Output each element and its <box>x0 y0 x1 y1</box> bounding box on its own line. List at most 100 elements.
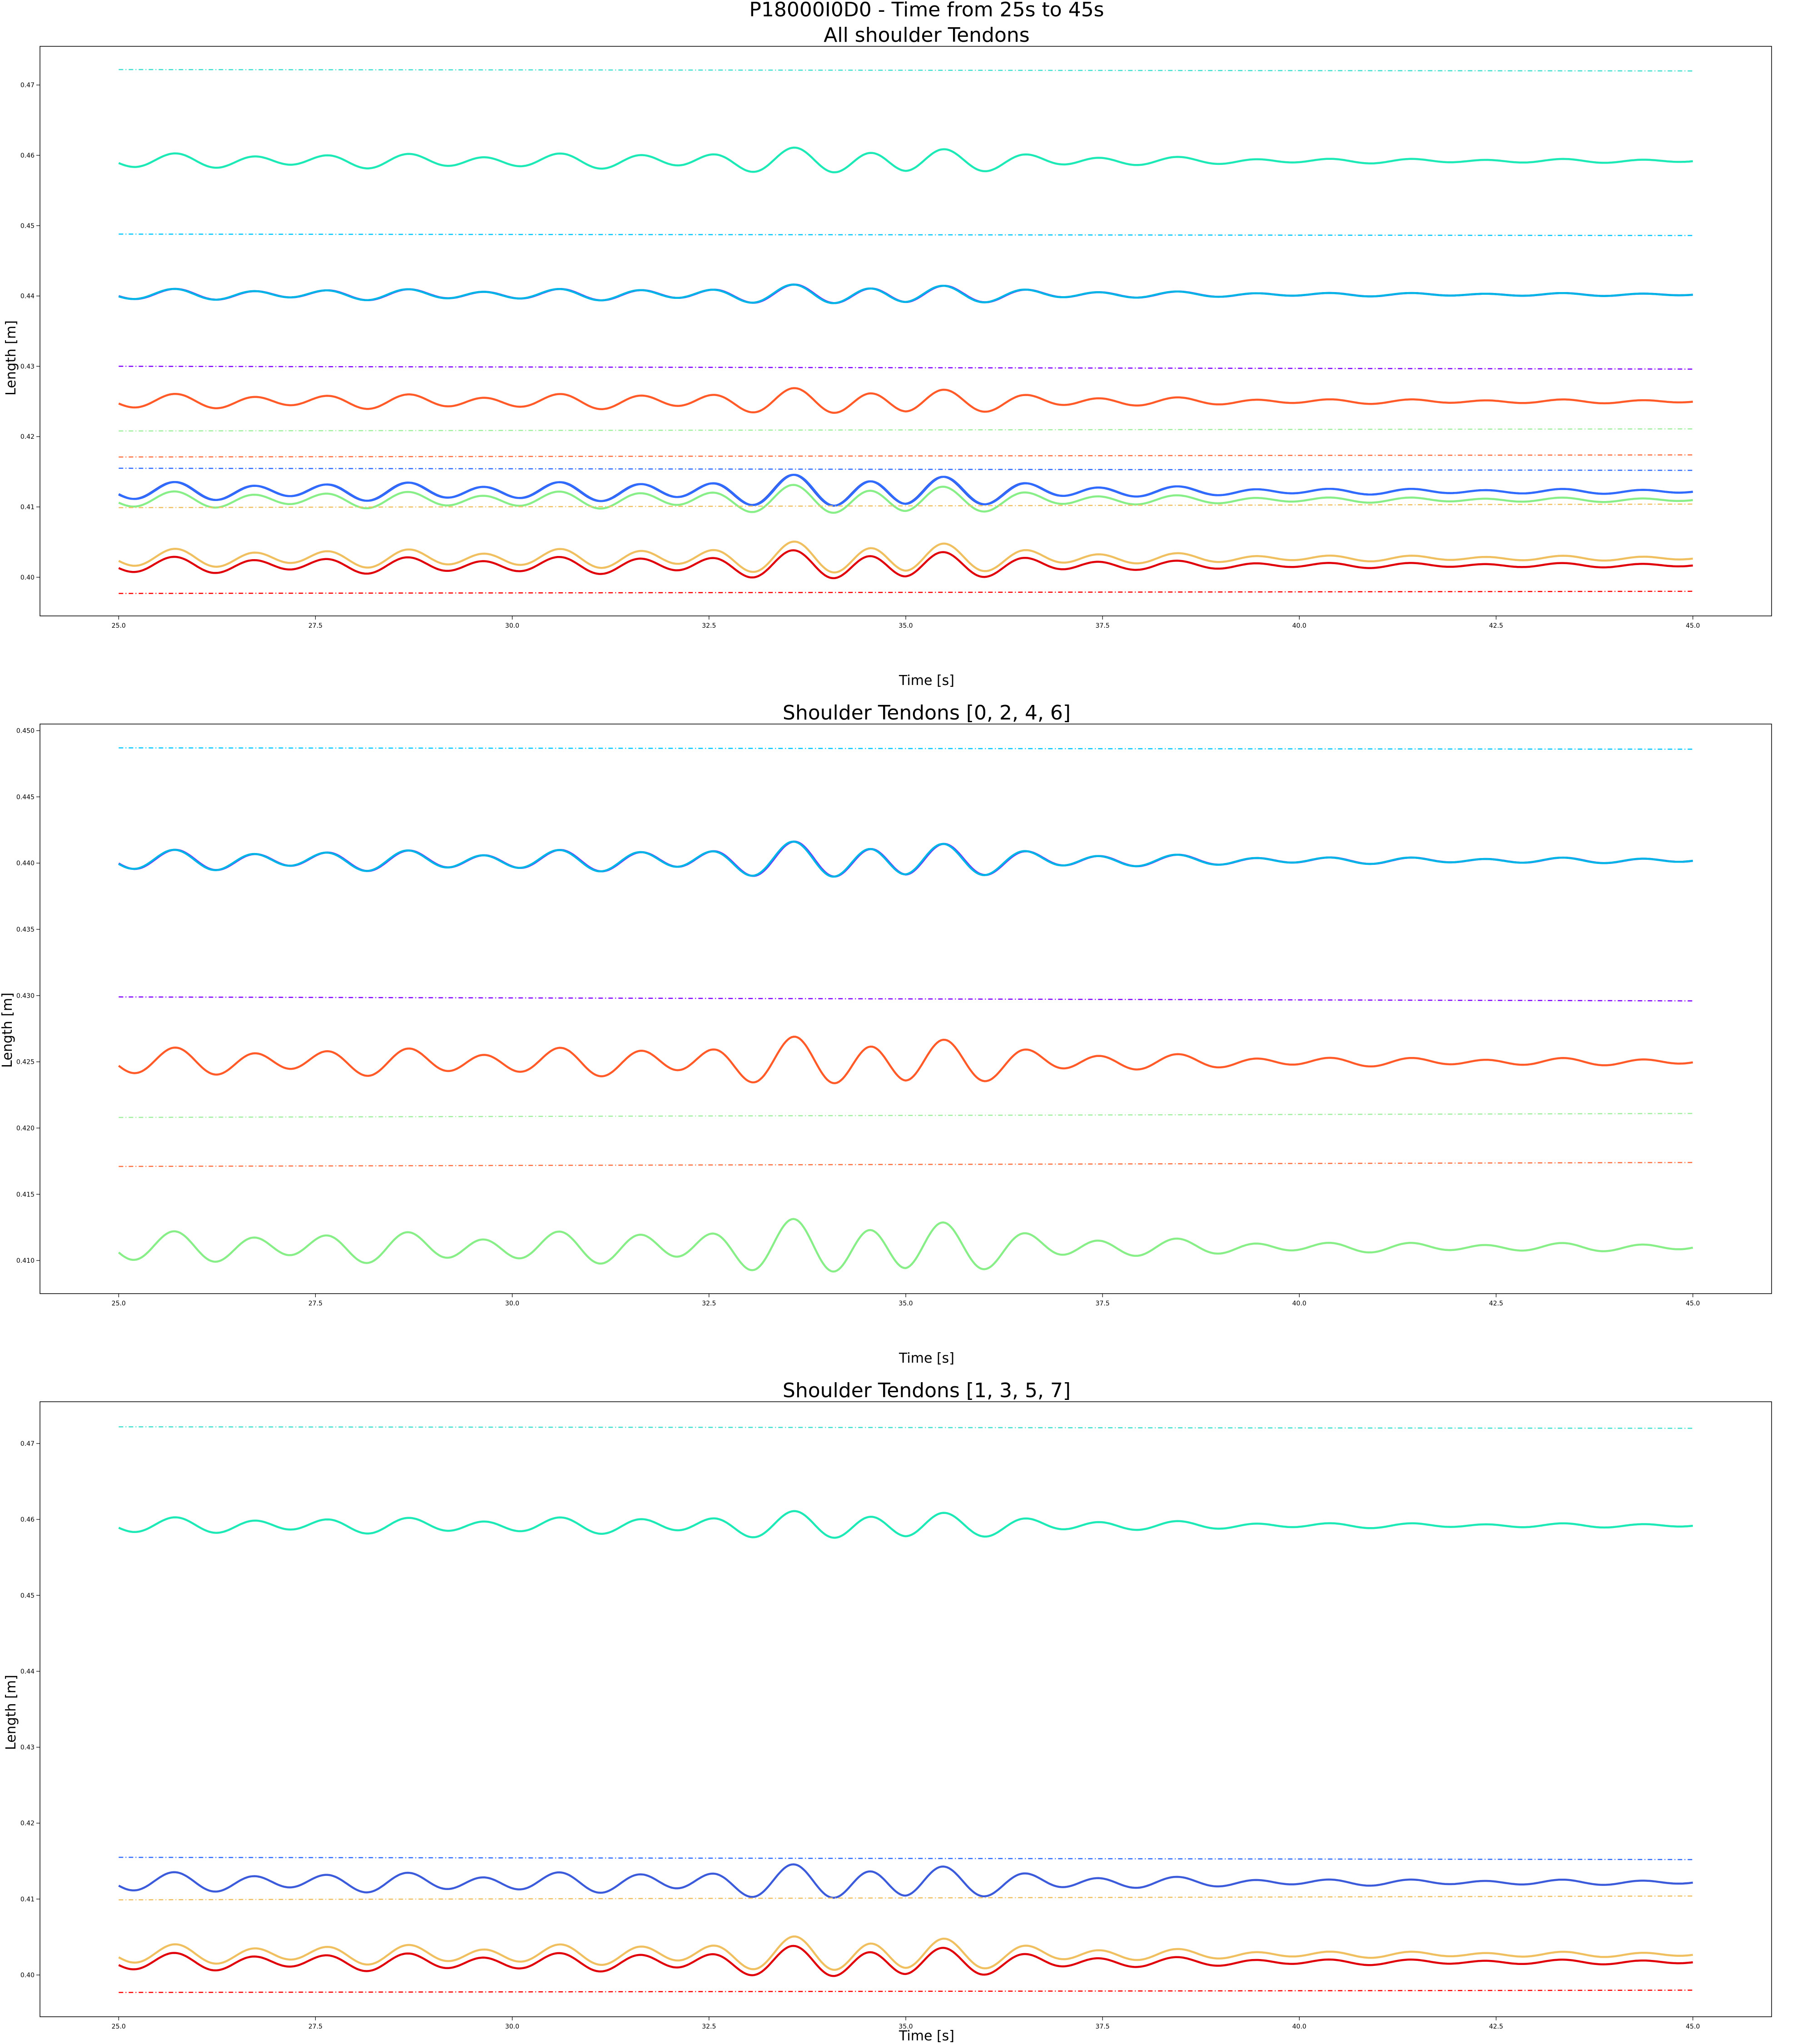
x-tick-label: 25.0 <box>112 2023 126 2030</box>
x-tick-label: 25.0 <box>112 1300 126 1307</box>
subplot-2-ylabel: Length [m] <box>0 992 15 1068</box>
reference-line <box>119 1856 1693 1860</box>
reference-line <box>119 467 1693 471</box>
x-tick-label: 30.0 <box>505 622 519 630</box>
reference-line <box>119 454 1693 458</box>
y-tick-label: 0.410 <box>16 1257 35 1265</box>
y-tick-label: 0.420 <box>16 1125 35 1132</box>
x-tick-label: 35.0 <box>899 622 913 630</box>
subplot-2-plot-area: 25.0 27.5 30.0 32.5 35.0 37.5 40.0 42.5 45.0 0.41… <box>16 724 1772 1307</box>
reference-line <box>119 1113 1693 1118</box>
tendon-length-line <box>118 541 1693 574</box>
subplot-1-ylabel: Length [m] <box>3 320 19 396</box>
y-tick-label: 0.435 <box>16 926 35 933</box>
reference-line <box>119 590 1693 594</box>
tendon-length-line <box>118 283 1693 304</box>
tendon-length-line <box>118 1945 1693 1977</box>
reference-line <box>119 1895 1693 1900</box>
tendon-length-line <box>118 146 1693 174</box>
x-tick-label: 32.5 <box>702 622 716 630</box>
subplot-1-xlabel: Time [s] <box>899 673 954 689</box>
subplot-3-ylabel: Length [m] <box>3 1675 19 1750</box>
y-tick-label: 0.43 <box>20 1744 35 1751</box>
tendon-length-line <box>118 840 1693 878</box>
reference-line <box>119 1989 1693 1993</box>
x-tick-label: 42.5 <box>1489 622 1503 630</box>
subplot-1-title: All shoulder Tendons <box>824 24 1029 47</box>
y-tick-label: 0.40 <box>20 1972 35 1979</box>
subplot-1: All shoulder Tendons Time [s] Length [m]… <box>3 24 1772 689</box>
y-tick-label: 0.450 <box>16 728 35 735</box>
tendon-length-line <box>118 1935 1693 1971</box>
y-tick-label: 0.40 <box>20 574 35 581</box>
x-tick-label: 32.5 <box>702 1300 716 1307</box>
y-tick-label: 0.47 <box>20 82 35 89</box>
y-tick-label: 0.440 <box>16 860 35 867</box>
tendon-length-line <box>118 283 1693 304</box>
tendon-length-line <box>118 387 1693 414</box>
subplot-3-xlabel: Time [s] <box>899 2028 954 2044</box>
reference-line <box>119 996 1693 1002</box>
reference-line <box>119 233 1693 236</box>
x-tick-label: 40.0 <box>1292 1300 1306 1307</box>
tendon-length-line <box>118 1036 1693 1084</box>
y-tick-label: 0.44 <box>20 293 35 300</box>
x-tick-label: 27.5 <box>308 2023 323 2030</box>
y-tick-label: 0.47 <box>20 1440 35 1448</box>
tendon-length-line <box>118 474 1693 507</box>
x-tick-label: 37.5 <box>1096 1300 1110 1307</box>
y-tick-label: 0.445 <box>16 794 35 801</box>
x-tick-label: 45.0 <box>1686 622 1700 630</box>
x-tick-label: 35.0 <box>899 1300 913 1307</box>
subplot-2: Shoulder Tendons [0, 2, 4, 6] Time [s] L… <box>0 701 1772 1366</box>
axes-frame <box>40 724 1772 1294</box>
subplot-2-title: Shoulder Tendons [0, 2, 4, 6] <box>783 701 1071 724</box>
y-tick-label: 0.42 <box>20 1820 35 1827</box>
y-tick-label: 0.46 <box>20 1516 35 1523</box>
reference-line <box>119 69 1693 72</box>
tendon-length-line <box>118 1510 1693 1539</box>
y-tick-label: 0.42 <box>20 433 35 441</box>
tendon-length-line <box>118 1863 1693 1899</box>
x-tick-label: 37.5 <box>1096 622 1110 630</box>
reference-line <box>119 1426 1693 1429</box>
axes-frame <box>40 1401 1772 2017</box>
subplot-3-plot-area: 25.0 27.5 30.0 32.5 35.0 37.5 40.0 42.5 45.0 0.40… <box>20 1401 1772 2030</box>
figure-suptitle: P18000I0D0 - Time from 25s to 45s <box>749 0 1104 21</box>
subplot-3: Shoulder Tendons [1, 3, 5, 7] Time [s] L… <box>3 1379 1772 2044</box>
x-tick-label: 32.5 <box>702 2023 716 2030</box>
x-tick-label: 25.0 <box>112 622 126 630</box>
x-tick-label: 45.0 <box>1686 1300 1700 1307</box>
reference-line <box>119 503 1693 508</box>
reference-line <box>119 1162 1693 1167</box>
tendon-length-line <box>118 484 1693 514</box>
reference-line <box>119 428 1693 432</box>
subplot-3-title: Shoulder Tendons [1, 3, 5, 7] <box>783 1379 1071 1402</box>
x-tick-label: 42.5 <box>1489 2023 1503 2030</box>
y-tick-label: 0.425 <box>16 1059 35 1066</box>
x-tick-label: 40.0 <box>1292 622 1306 630</box>
reference-line <box>119 366 1693 370</box>
x-tick-label: 30.0 <box>505 1300 519 1307</box>
axes-frame <box>40 46 1772 616</box>
tendon-length-line <box>118 549 1693 580</box>
y-tick-label: 0.415 <box>16 1191 35 1198</box>
x-tick-label: 35.0 <box>899 2023 913 2030</box>
y-tick-label: 0.45 <box>20 223 35 230</box>
subplot-2-xlabel: Time [s] <box>899 1350 954 1366</box>
x-tick-label: 45.0 <box>1686 2023 1700 2030</box>
y-tick-label: 0.45 <box>20 1592 35 1599</box>
subplot-1-plot-area: 25.0 27.5 30.0 32.5 35.0 37.5 40.0 42.5 45.0 0.40… <box>20 46 1772 630</box>
x-tick-label: 27.5 <box>308 622 323 630</box>
y-tick-label: 0.430 <box>16 992 35 1000</box>
x-tick-label: 40.0 <box>1292 2023 1306 2030</box>
y-tick-label: 0.43 <box>20 363 35 370</box>
tendon-length-line <box>118 840 1693 878</box>
x-tick-label: 27.5 <box>308 1300 323 1307</box>
x-tick-label: 42.5 <box>1489 1300 1503 1307</box>
y-tick-label: 0.46 <box>20 152 35 159</box>
y-tick-label: 0.41 <box>20 1896 35 1903</box>
reference-line <box>119 747 1693 750</box>
x-tick-label: 37.5 <box>1096 2023 1110 2030</box>
